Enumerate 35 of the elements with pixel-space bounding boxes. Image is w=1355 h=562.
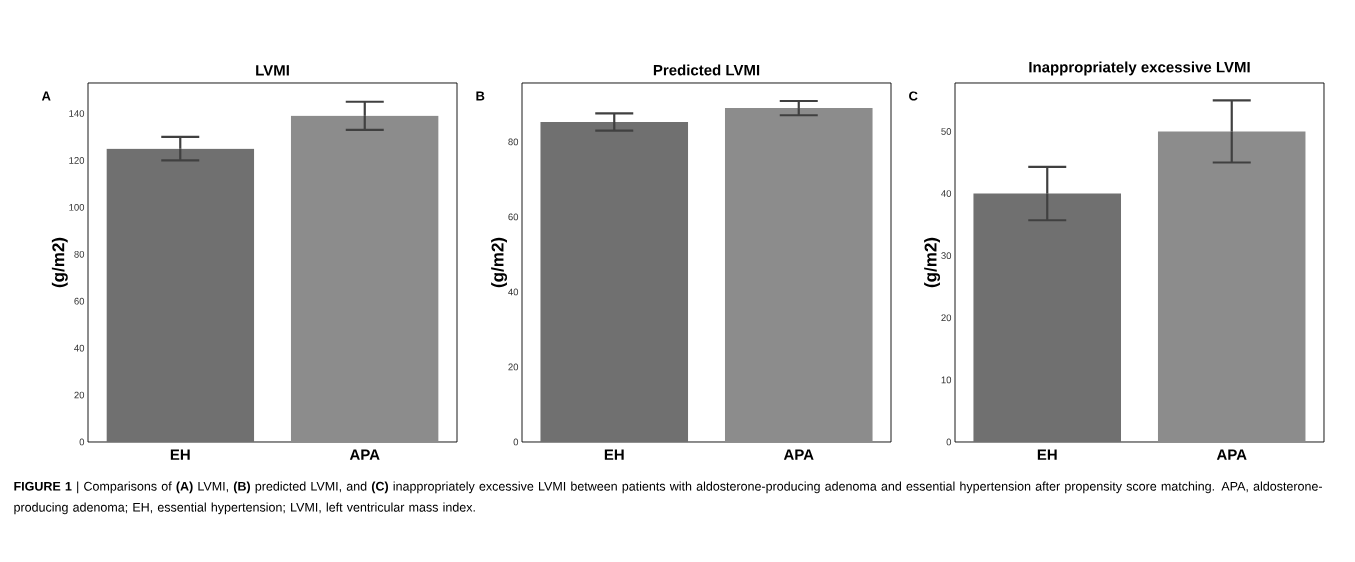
y-tick-label: 20 <box>74 391 85 399</box>
x-tick-label: EH <box>1037 449 1057 460</box>
y-tick-label: 50 <box>941 128 952 135</box>
text: B <box>476 91 485 101</box>
y-axis-title: (g/m2) <box>491 237 508 288</box>
y-tick-label: 80 <box>508 138 519 146</box>
y-tick-label: 0 <box>946 438 952 446</box>
text: FIGURE 1 | Comparisons of (A) LVMI, (B) predicted LVMI, and (C) inappropriately excessive LVMI between patients with aldosterone-producing adenoma and essential hypertension after propensity score matching. APA, aldosterone-producing adenoma; EH, essential hypertension; LVMI, left ventricular mass index. <box>14 481 1322 515</box>
y-tick-label: 40 <box>941 190 952 197</box>
y-axis-title: (g/m2) <box>924 237 941 288</box>
chart-title: Predicted LVMI <box>653 64 760 76</box>
x-tick-label: APA <box>349 449 380 460</box>
x-tick-label: EH <box>170 449 190 460</box>
y-tick-label: 140 <box>69 110 85 117</box>
y-tick-label: 100 <box>69 203 85 211</box>
y-tick-label: 0 <box>513 438 519 446</box>
y-tick-label: 80 <box>74 250 85 258</box>
y-tick-label: 20 <box>508 363 519 371</box>
y-tick-label: 60 <box>74 297 85 305</box>
y-tick-label: 120 <box>69 157 85 164</box>
x-tick-label: APA <box>783 449 814 460</box>
y-tick-label: 40 <box>74 344 85 352</box>
y-tick-label: 40 <box>508 288 519 296</box>
y-tick-label: 60 <box>508 213 519 221</box>
x-tick-label: EH <box>604 449 624 460</box>
y-tick-label: 10 <box>941 376 952 384</box>
chart-title: Inappropriately excessive LVMI <box>1029 61 1250 76</box>
y-tick-label: 0 <box>79 438 85 446</box>
y-tick-label: 30 <box>941 252 952 260</box>
y-tick-label: 20 <box>941 314 952 322</box>
y-axis-title: (g/m2) <box>51 237 68 288</box>
text: C <box>909 91 918 101</box>
text: A <box>41 91 51 101</box>
chart-title: LVMI <box>256 65 289 76</box>
x-tick-label: APA <box>1216 449 1247 460</box>
